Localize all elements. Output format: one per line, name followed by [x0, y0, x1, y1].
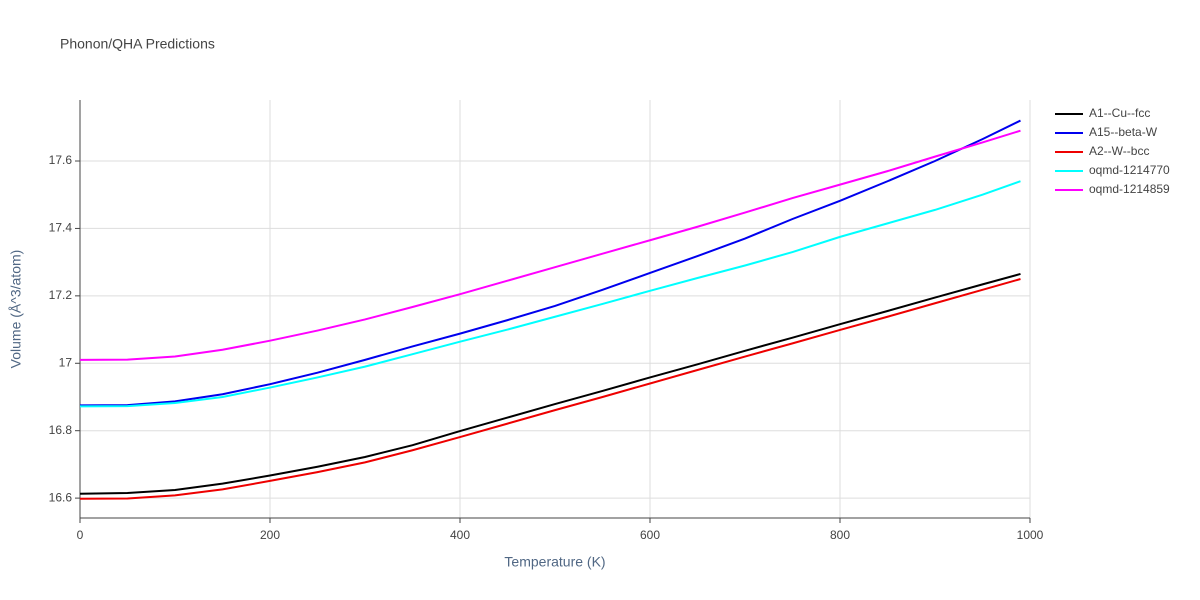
x-tick-label: 1000: [1017, 528, 1044, 542]
legend-label: A1--Cu--fcc: [1089, 106, 1150, 120]
y-tick-label: 16.8: [49, 423, 73, 437]
y-tick-label: 17.6: [49, 153, 73, 167]
x-tick-label: 600: [640, 528, 660, 542]
x-tick-label: 200: [260, 528, 280, 542]
legend-label: oqmd-1214770: [1089, 163, 1170, 177]
series-line: [79, 278, 1021, 500]
chart-title: Phonon/QHA Predictions: [60, 36, 215, 52]
series-line: [79, 272, 1021, 495]
legend-label: A2--W--bcc: [1089, 144, 1149, 158]
y-tick-label: 17.2: [49, 288, 73, 302]
y-tick-label: 17.4: [49, 221, 73, 235]
x-tick-label: 0: [77, 528, 84, 542]
legend-label: A15--beta-W: [1089, 125, 1158, 139]
x-axis-title: Temperature (K): [504, 554, 605, 570]
series-line: [79, 119, 1021, 407]
y-tick-label: 16.6: [49, 490, 73, 504]
x-tick-label: 400: [450, 528, 470, 542]
series-line: [79, 180, 1021, 408]
x-tick-label: 800: [830, 528, 850, 542]
y-axis-title: Volume (Å^3/atom): [8, 250, 24, 369]
series-line: [79, 129, 1021, 361]
y-tick-label: 17: [59, 355, 73, 369]
legend-label: oqmd-1214859: [1089, 182, 1170, 196]
